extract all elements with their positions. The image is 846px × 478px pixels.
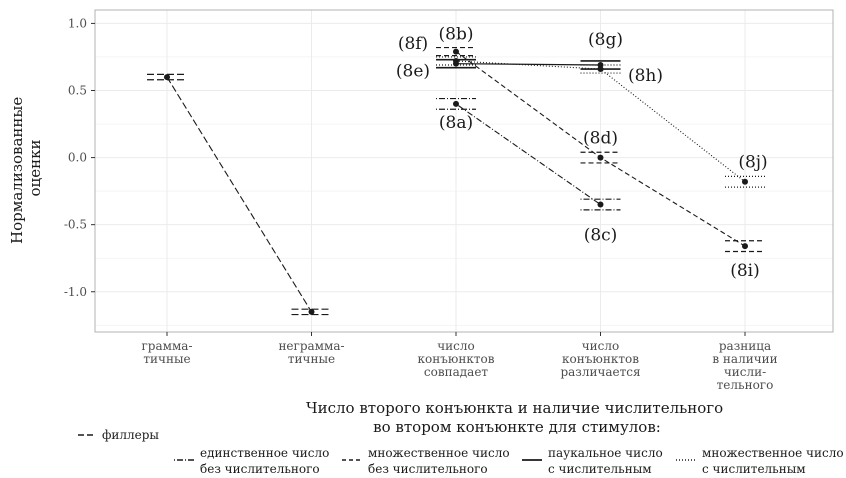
svg-text:с числительным: с числительным (702, 462, 806, 476)
svg-text:единственное число: единственное число (200, 446, 329, 460)
x-tick-label: грамма-тичные (142, 339, 193, 366)
series-sg_no_num (436, 97, 621, 211)
series-pl_no_num (436, 46, 765, 253)
series-pauc_num (436, 58, 621, 70)
point-label: (8h) (628, 66, 663, 86)
svg-text:с числительным: с числительным (548, 462, 652, 476)
data-point (453, 48, 459, 55)
data-point (742, 243, 748, 250)
y-tick-label: 0.0 (68, 151, 87, 165)
legend-item-singular-no-numeral: единственное число без числительного (174, 446, 329, 476)
series-line-sg_no_num (455, 103, 601, 205)
data-point (453, 57, 459, 64)
svg-text:без числительного: без числительного (368, 462, 488, 476)
data-point (453, 100, 459, 107)
data-point (308, 308, 315, 315)
legend-item-plural-with-numeral: множественное число с числительным (676, 446, 844, 476)
y-axis-title: Нормализованные оценки (8, 92, 44, 244)
data-point (597, 201, 604, 208)
grid (95, 10, 833, 332)
point-label: (8d) (583, 129, 618, 149)
legend: филлеры единственное число без числитель… (78, 428, 844, 476)
x-tick-label: число конъюнктов различается (560, 339, 640, 379)
y-tick-label: 1.0 (68, 16, 87, 30)
point-label: (8j) (738, 153, 767, 173)
svg-text:без числительного: без числительного (200, 462, 320, 476)
y-tick-label: -1.0 (64, 285, 87, 299)
data-point (742, 178, 748, 185)
y-tick-labels: 1.0 0.5 0.0 -0.5 -1.0 (64, 16, 95, 299)
y-tick-label: -0.5 (64, 218, 87, 232)
svg-text:паукальное число: паукальное число (548, 446, 663, 460)
point-label: (8b) (439, 25, 474, 45)
svg-text:множественное число: множественное число (702, 446, 844, 460)
series-pl_num (436, 56, 765, 188)
y-tick-label: 0.5 (68, 84, 87, 98)
svg-text:множественное число: множественное число (368, 446, 510, 460)
point-label: (8g) (588, 30, 623, 50)
svg-text:филлеры: филлеры (102, 428, 159, 442)
point-label: (8e) (396, 62, 430, 82)
data-point (597, 154, 604, 161)
x-tick-label: разница в наличии числи-тельного (712, 339, 777, 392)
x-tick-label: неграмма-тичные (278, 339, 344, 366)
x-axis-title: Число второго конъюнкта и наличие числит… (306, 399, 728, 436)
series-fillers (147, 73, 332, 316)
series-line-pauc_num (455, 63, 601, 66)
series (147, 46, 765, 316)
point-label: (8c) (584, 226, 618, 246)
legend-item-fillers: филлеры (78, 428, 159, 442)
point-label: (8i) (730, 261, 760, 281)
point-label: (8f) (398, 34, 428, 54)
legend-item-paucal-with-numeral: паукальное число с числительным (522, 446, 663, 476)
point-labels: (8a) (8c) (8b) (8d) (8i) (8e) (8g) (8f) (8h) (8j) (396, 25, 768, 282)
series-line-fillers (166, 76, 312, 313)
x-tick-labels: грамма-тичные неграмма-тичные число конъюнк… (142, 332, 778, 392)
data-point (164, 74, 170, 81)
point-label: (8a) (439, 113, 473, 133)
plot-panel (94, 9, 834, 333)
data-point (597, 66, 604, 73)
x-tick-label: число конъюнктов совпадает (418, 339, 495, 379)
legend-item-plural-no-numeral: множественное число без числительного (342, 446, 510, 476)
